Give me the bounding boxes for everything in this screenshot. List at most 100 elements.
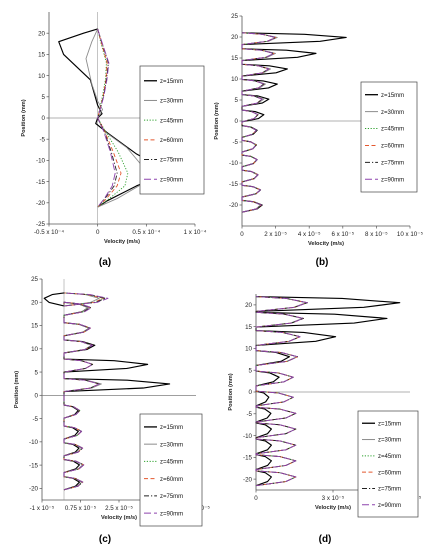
y-tick-label: 10 (245, 346, 252, 353)
legend-label: z=75mm (378, 487, 401, 493)
x-tick-label: -0.5 x 10⁻⁴ (34, 229, 64, 236)
legend-label: z=75mm (381, 161, 404, 167)
y-tick-label: 10 (38, 73, 45, 80)
y-tick-label: 5 (35, 369, 39, 376)
legend-box (357, 410, 419, 518)
y-tick-label: 15 (38, 52, 45, 59)
x-tick-label: 10 x 10⁻⁵ (397, 231, 423, 238)
legend-label: z=45mm (160, 460, 183, 466)
y-tick-label: 10 (31, 346, 38, 353)
y-tick-label: 5 (42, 94, 46, 101)
y-tick-label: -5 (39, 136, 45, 143)
legend-label: z=60mm (381, 144, 404, 150)
y-tick-label: -10 (229, 160, 239, 167)
legend-box (139, 413, 203, 527)
series-line-z=60mm (63, 292, 105, 491)
y-tick-label: 5 (249, 367, 253, 374)
x-axis-label: Velocity (m/s) (101, 515, 137, 521)
y-tick-label: 20 (31, 299, 38, 306)
legend-label: z=30mm (160, 442, 183, 448)
y-tick-label: 15 (231, 55, 238, 62)
y-tick-label: -15 (36, 179, 46, 186)
x-tick-label: 0 (254, 495, 258, 502)
y-axis-label: Position (mm) (228, 373, 234, 410)
legend: z=15mm z=30mm z=45mm z=60mm z=75mm z=90mm (357, 410, 419, 518)
y-tick-label: -5 (246, 411, 252, 418)
x-tick-label: 1 x 10⁻⁴ (184, 229, 207, 236)
series-line-z=15mm (241, 32, 347, 213)
legend-label: z=30mm (160, 99, 183, 105)
y-tick-label: -15 (29, 462, 39, 469)
y-tick-label: -10 (36, 158, 46, 165)
panel-label: (c) (99, 534, 111, 545)
legend-label: z=75mm (160, 494, 183, 500)
legend: z=15mm z=30mm z=45mm z=60mm z=75mm z=90mm (139, 413, 203, 527)
panel-c: -20 -15 -10 -5 0 5 10 15 20 25 -1 x 10⁻⁵ 0.75 x 10⁻… (14, 276, 210, 545)
legend: z=15mm z=30mm z=45mm z=60mm z=75mm z=90mm (360, 81, 418, 193)
x-tick-label: 4 x 10⁻⁵ (298, 231, 321, 238)
y-tick-label: -15 (229, 181, 239, 188)
legend-label: z=45mm (378, 454, 401, 460)
legend-label: z=15mm (160, 425, 183, 431)
x-axis-label: Velocity (m/s) (315, 505, 351, 511)
y-tick-label: 0 (35, 393, 39, 400)
y-tick-label: 0 (42, 115, 46, 122)
series-line-z=90mm (97, 28, 116, 208)
y-tick-label: -15 (243, 455, 253, 462)
y-tick-label: 15 (245, 324, 252, 331)
y-axis-label: Position (mm) (14, 371, 20, 408)
x-tick-label: 0.75 x 10⁻⁵ (65, 505, 97, 512)
y-tick-label: -20 (243, 476, 253, 483)
legend-label: z=45mm (381, 127, 404, 133)
legend-label: z=90mm (378, 503, 401, 509)
y-tick-label: -20 (36, 200, 46, 207)
panel-a: -25 -20 -15 -10 -5 0 5 10 15 20 -0.5 x 10⁻⁴ 0 0.5 x … (21, 12, 207, 268)
x-tick-label: 6 x 10⁻⁵ (331, 231, 354, 238)
legend-label: z=60mm (378, 470, 401, 476)
legend-box (139, 65, 205, 195)
x-tick-label: -1 x 10⁻⁵ (30, 505, 55, 512)
y-tick-label: 10 (231, 76, 238, 83)
legend-label: z=15mm (160, 79, 183, 85)
x-tick-label: 2 x 10⁻⁵ (264, 231, 287, 238)
x-tick-label: 0.5 x 10⁻⁴ (132, 229, 160, 236)
panel-label: (b) (316, 257, 329, 268)
x-tick-label: 8 x 10⁻⁵ (365, 231, 388, 238)
legend-label: z=60mm (160, 477, 183, 483)
series-line-z=90mm (241, 32, 277, 213)
y-tick-label: 20 (245, 302, 252, 309)
y-tick-label: 20 (231, 34, 238, 41)
y-tick-label: -20 (229, 202, 239, 209)
y-tick-label: 0 (235, 118, 239, 125)
series-line-z=90mm (63, 292, 109, 491)
x-axis-label: Velocity (m/s) (308, 241, 344, 247)
x-tick-label: 3 x 10⁻⁵ (322, 495, 345, 502)
y-tick-label: -20 (29, 486, 39, 493)
legend-label: z=90mm (160, 177, 183, 183)
series-line-z=90mm (255, 296, 308, 487)
legend-label: z=75mm (160, 158, 183, 164)
legend-label: z=60mm (160, 138, 183, 144)
legend-label: z=90mm (381, 178, 404, 184)
panel-label: (a) (99, 257, 111, 268)
y-tick-label: 5 (235, 97, 239, 104)
x-tick-label: 0 (96, 229, 100, 236)
y-tick-label: -5 (32, 416, 38, 423)
panel-label: (d) (319, 534, 332, 545)
y-tick-label: -10 (243, 433, 253, 440)
y-axis-label: Position (mm) (21, 99, 27, 136)
x-axis-label: Velocity (m/s) (104, 239, 140, 245)
y-tick-label: 15 (31, 323, 38, 330)
legend: z=15mm z=30mm z=45mm z=60mm z=75mm z=90mm (139, 65, 205, 195)
x-tick-label: 0 (240, 231, 244, 238)
y-tick-label: -10 (29, 439, 39, 446)
legend-box (360, 81, 418, 193)
x-tick-label: 2.5 x 10⁻⁵ (105, 505, 133, 512)
legend-label: z=15mm (378, 421, 401, 427)
legend-label: z=30mm (378, 438, 401, 444)
legend-label: z=90mm (160, 511, 183, 517)
legend-label: z=45mm (160, 118, 183, 124)
y-axis-label: Position (mm) (214, 102, 220, 139)
